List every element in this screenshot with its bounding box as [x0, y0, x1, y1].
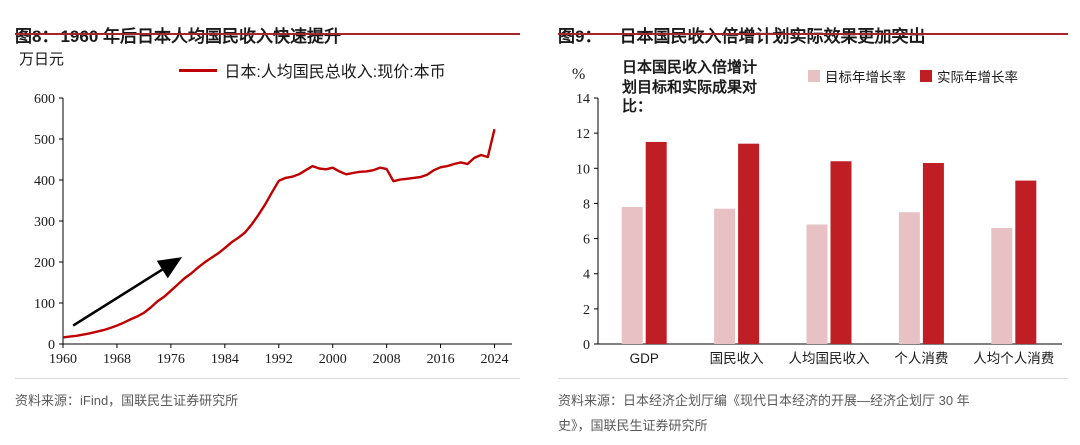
figure8-title-text: 1960 年后日本人均国民收入快速提升 — [60, 27, 342, 47]
svg-text:500: 500 — [34, 133, 55, 148]
svg-text:2024: 2024 — [481, 352, 509, 367]
svg-text:1960: 1960 — [49, 352, 77, 367]
svg-text:12: 12 — [576, 127, 590, 142]
svg-text:1968: 1968 — [103, 352, 131, 367]
svg-text:人均个人消费: 人均个人消费 — [973, 351, 1054, 366]
red-line-legend-swatch — [179, 68, 218, 72]
figure8-title: 图8： 1960 年后日本人均国民收入快速提升 — [15, 22, 341, 47]
svg-text:300: 300 — [34, 215, 55, 230]
figure9-source-line: 史》，国联民生证券研究所 — [558, 418, 708, 433]
svg-text:400: 400 — [34, 174, 55, 189]
figure9-note-line: 划目标和实际成果对 — [622, 78, 758, 96]
svg-text:1976: 1976 — [157, 352, 185, 367]
actual-series-swatch — [920, 70, 932, 82]
svg-text:0: 0 — [48, 338, 55, 353]
svg-text:个人消费: 个人消费 — [894, 351, 948, 366]
figure9-legend-item-actual: 实际年增长率 — [920, 66, 1018, 86]
svg-text:1992: 1992 — [265, 352, 293, 367]
svg-text:6: 6 — [583, 233, 590, 248]
figure9-bar-chart: 0 2 4 6 8 10 12 14 GDP 国民收入 人均国民收入 个人消费 人均个人消费 — [576, 92, 1062, 366]
svg-text:国民收入: 国民收入 — [710, 351, 764, 366]
svg-text:0: 0 — [583, 338, 590, 353]
svg-text:600: 600 — [34, 92, 55, 107]
svg-text:2016: 2016 — [427, 352, 455, 367]
figure8-title-rule — [15, 33, 520, 35]
figure9-source-line: 资料来源：日本经济企划厅编《现代日本经济的开展—经济企划厅 30 年 — [558, 393, 970, 408]
figure8-y-axis-unit: 万日元 — [19, 51, 65, 68]
svg-text:10: 10 — [576, 162, 590, 177]
figure9-note-line: 比： — [622, 98, 653, 115]
svg-text:2: 2 — [583, 303, 590, 318]
svg-text:100: 100 — [34, 297, 55, 312]
svg-text:人均国民收入: 人均国民收入 — [789, 351, 870, 366]
figure8-panel: 图8： 1960 年后日本人均国民收入快速提升 万日元 日本:人均国民总收入:现价… — [15, 0, 520, 445]
svg-text:14: 14 — [576, 92, 590, 107]
svg-text:GDP: GDP — [630, 351, 659, 366]
svg-text:2008: 2008 — [373, 352, 401, 367]
figure9-panel: 图9： 日本国民收入倍增计划实际效果更加突出 % 日本国民收入倍增计 划目标和实际… — [558, 0, 1068, 445]
svg-text:200: 200 — [34, 256, 55, 271]
svg-text:4: 4 — [583, 268, 590, 283]
figure9-legend-item-target: 目标年增长率 — [808, 66, 906, 86]
figure8-legend-label: 日本:人均国民总收入:现价:本币 — [224, 64, 446, 81]
target-series-swatch — [808, 70, 820, 82]
figure9-legend: 目标年增长率 实际年增长率 — [808, 66, 1018, 86]
figure9-title: 图9： 日本国民收入倍增计划实际效果更加突出 — [558, 22, 925, 47]
svg-text:8: 8 — [583, 197, 590, 212]
actual-series-label: 实际年增长率 — [937, 70, 1018, 85]
figure9-source: 资料来源：日本经济企划厅编《现代日本经济的开展—经济企划厅 30 年 史》，国联… — [558, 378, 1068, 438]
figure9-note: 日本国民收入倍增计 划目标和实际成果对 比： — [622, 58, 757, 117]
figure9-title-text: 日本国民收入倍增计划实际效果更加突出 — [619, 27, 926, 47]
figure9-title-rule — [558, 33, 1068, 35]
figure9-y-axis-unit: % — [572, 66, 586, 83]
figure9-title-label: 图9： — [558, 27, 602, 47]
figure9-note-line: 日本国民收入倍增计 — [622, 59, 758, 76]
target-series-label: 目标年增长率 — [825, 70, 906, 85]
figure8-title-label: 图8： — [15, 27, 59, 47]
figure8-line-chart: 0 100 200 300 400 500 600 1960 1968 1976 1984 1992 2… — [34, 92, 512, 367]
figure8-legend: 日本:人均国民总收入:现价:本币 — [105, 58, 520, 82]
svg-text:1984: 1984 — [211, 352, 239, 367]
svg-text:2000: 2000 — [319, 352, 347, 367]
figure8-source: 资料来源：iFind，国联民生证券研究所 — [15, 378, 520, 413]
